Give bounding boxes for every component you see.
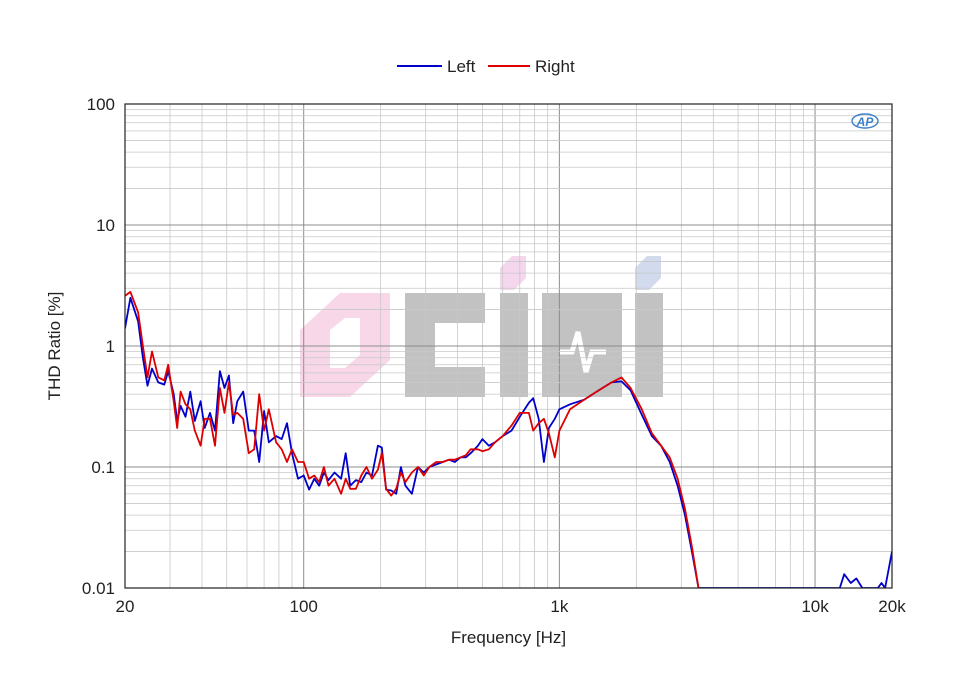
plot-series [125, 291, 892, 588]
y-axis-title: THD Ratio [%] [45, 292, 64, 401]
y-tick-label: 0.01 [82, 579, 115, 598]
grid [124, 104, 893, 589]
watermark-letter-c [405, 293, 485, 397]
ap-logo-text: AP [856, 115, 875, 129]
series-group [125, 291, 892, 588]
y-tick-label: 10 [96, 216, 115, 235]
watermark-letter-i1 [500, 293, 528, 397]
watermark-hex [300, 293, 390, 397]
watermark-wave [560, 331, 606, 373]
x-tick-label: 20 [116, 597, 135, 616]
x-tick-label: 100 [290, 597, 318, 616]
x-axis-ticks: 20 100 1k 10k 20k [116, 597, 907, 616]
cihi-watermark [300, 256, 663, 397]
legend-label-right: Right [535, 57, 575, 76]
ap-logo: AP [851, 113, 879, 129]
watermark-letter-c-cut [435, 323, 485, 367]
legend-label-left: Left [447, 57, 476, 76]
x-tick-label: 1k [550, 597, 568, 616]
x-tick-label: 20k [878, 597, 906, 616]
y-axis-ticks: 100 10 1 0.1 0.01 [82, 95, 115, 598]
x-tick-label: 10k [801, 597, 829, 616]
x-axis-title: Frequency [Hz] [451, 628, 566, 647]
plot-frame [124, 103, 893, 589]
legend: Left Right [397, 57, 575, 76]
y-tick-label: 1 [106, 337, 115, 356]
watermark-hex-hole [330, 318, 360, 368]
watermark-letter-h [542, 293, 622, 397]
y-tick-label: 0.1 [91, 458, 115, 477]
watermark-group [300, 256, 663, 397]
watermark-letter-i2 [635, 293, 663, 397]
y-tick-label: 100 [87, 95, 115, 114]
series-line-left [125, 296, 892, 588]
series-line-right [125, 291, 700, 588]
